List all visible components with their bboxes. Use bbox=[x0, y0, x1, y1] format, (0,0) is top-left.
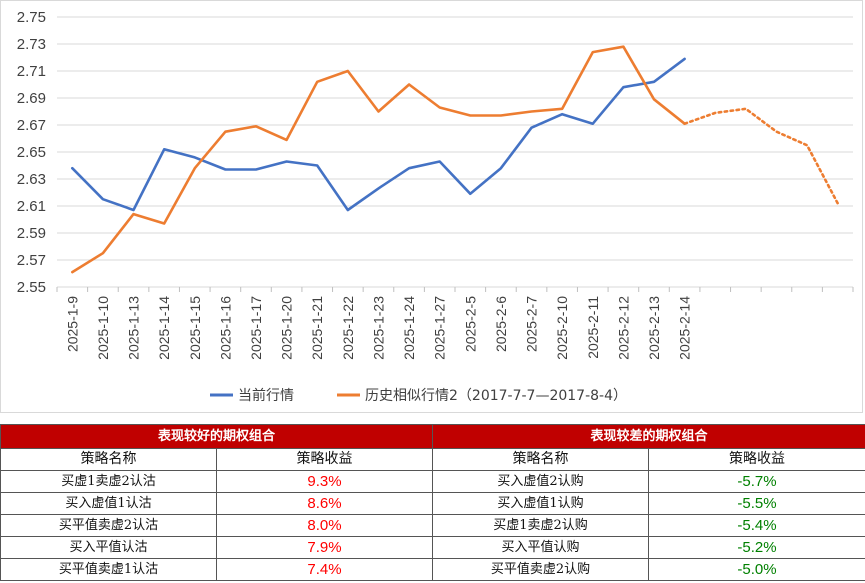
x-tick-label: 2025-1-17 bbox=[248, 296, 264, 360]
bad-strategy-return: -5.2% bbox=[648, 536, 865, 559]
y-tick-label: 2.57 bbox=[17, 252, 46, 269]
y-tick-label: 2.75 bbox=[17, 9, 46, 26]
x-tick-label: 2025-1-13 bbox=[126, 296, 142, 360]
y-tick-label: 2.73 bbox=[17, 36, 46, 53]
table-body: 买虚1卖虚2认沽 9.3% 买入虚值2认购 -5.7% 买入虚值1认沽 8.6% 买入虚值1… bbox=[0, 470, 865, 581]
table-row: 买入平值认沽 7.9% 买入平值认购 -5.2% bbox=[0, 536, 865, 559]
gridlines bbox=[56, 16, 854, 292]
x-tick-label: 2025-1-10 bbox=[95, 296, 111, 360]
series-line-current bbox=[71, 57, 686, 212]
bad-strategy-name: 买入虚值2认购 bbox=[432, 470, 650, 493]
bad-col-name-header: 策略名称 bbox=[432, 448, 650, 471]
x-tick-label: 2025-1-23 bbox=[370, 296, 386, 360]
bad-strategy-name: 买虚1卖虚2认购 bbox=[432, 514, 650, 537]
x-tick-label: 2025-2-14 bbox=[677, 296, 693, 360]
y-tick-label: 2.63 bbox=[17, 171, 46, 188]
table-row: 买入虚值1认沽 8.6% 买入虚值1认购 -5.5% bbox=[0, 492, 865, 515]
x-tick-label: 2025-2-13 bbox=[646, 296, 662, 360]
x-tick-label: 2025-1-27 bbox=[432, 296, 448, 360]
bad-strategy-return: -5.0% bbox=[648, 558, 865, 581]
y-tick-label: 2.55 bbox=[17, 279, 46, 296]
x-tick-label: 2025-2-10 bbox=[554, 296, 570, 360]
y-tick-label: 2.59 bbox=[17, 225, 46, 242]
bad-strategy-name: 买入平值认购 bbox=[432, 536, 650, 559]
series-line-historical bbox=[71, 45, 686, 274]
x-tick-label: 2025-2-5 bbox=[462, 296, 478, 352]
x-tick-label: 2025-1-20 bbox=[279, 296, 295, 360]
bad-col-return-header: 策略收益 bbox=[648, 448, 865, 471]
y-tick-label: 2.67 bbox=[17, 117, 46, 134]
bad-strategy-name: 买入虚值1认购 bbox=[432, 492, 650, 515]
good-strategy-name: 买入虚值1认沽 bbox=[0, 492, 217, 515]
bad-strategy-return: -5.7% bbox=[648, 470, 865, 493]
x-tick-label: 2025-1-9 bbox=[64, 296, 80, 352]
good-strategy-name: 买平值卖虚2认沽 bbox=[0, 514, 217, 537]
series-line-historical-projection bbox=[683, 107, 840, 205]
table-row: 买虚1卖虚2认沽 9.3% 买入虚值2认购 -5.7% bbox=[0, 470, 865, 493]
good-strategy-return: 8.6% bbox=[215, 492, 434, 515]
option-strategy-tables: 表现较好的期权组合 表现较差的期权组合 策略名称 策略收益 策略名称 策略收益 … bbox=[0, 424, 865, 583]
table-subheader-row: 策略名称 策略收益 策略名称 策略收益 bbox=[0, 448, 865, 471]
good-strategy-name: 买入平值认沽 bbox=[0, 536, 217, 559]
good-strategy-name: 买平值卖虚1认沽 bbox=[0, 558, 217, 581]
good-table-title: 表现较好的期权组合 bbox=[0, 424, 434, 449]
x-tick-label: 2025-2-6 bbox=[493, 296, 509, 352]
y-tick-label: 2.71 bbox=[17, 63, 46, 80]
chart-panel: 2.75 2.73 2.71 2.69 2.67 2.65 2.63 2.61 2.59 2.57… bbox=[0, 0, 863, 413]
table-row: 买平值卖虚2认沽 8.0% 买虚1卖虚2认购 -5.4% bbox=[0, 514, 865, 537]
series-lines bbox=[71, 45, 840, 274]
legend-label-current: 当前行情 bbox=[238, 387, 294, 404]
good-strategy-name: 买虚1卖虚2认沽 bbox=[0, 470, 217, 493]
x-tick-label: 2025-1-22 bbox=[340, 296, 356, 360]
strategy-table: 表现较好的期权组合 表现较差的期权组合 策略名称 策略收益 策略名称 策略收益 … bbox=[0, 424, 865, 581]
good-strategy-return: 8.0% bbox=[215, 514, 434, 537]
good-col-return-header: 策略收益 bbox=[215, 448, 434, 471]
good-col-name-header: 策略名称 bbox=[0, 448, 217, 471]
bad-table-title: 表现较差的期权组合 bbox=[432, 424, 865, 449]
x-tick-label: 2025-2-12 bbox=[615, 296, 631, 360]
y-tick-label: 2.61 bbox=[17, 198, 46, 215]
y-tick-label: 2.65 bbox=[17, 144, 46, 161]
bad-strategy-return: -5.4% bbox=[648, 514, 865, 537]
table-row: 买平值卖虚1认沽 7.4% 买平值卖虚2认购 -5.0% bbox=[0, 558, 865, 581]
x-tick-label: 2025-1-16 bbox=[217, 296, 233, 360]
x-tick-label: 2025-1-24 bbox=[401, 296, 417, 360]
good-strategy-return: 7.4% bbox=[215, 558, 434, 581]
bad-strategy-name: 买平值卖虚2认购 bbox=[432, 558, 650, 581]
x-axis-ticks: 2025-1-9 2025-1-10 2025-1-13 2025-1-14 2025-… bbox=[64, 296, 692, 360]
legend-label-historical: 历史相似行情2（2017-7-7—2017-8-4） bbox=[365, 388, 627, 404]
good-strategy-return: 7.9% bbox=[215, 536, 434, 559]
bad-strategy-return: -5.5% bbox=[648, 492, 865, 515]
line-chart: 2.75 2.73 2.71 2.69 2.67 2.65 2.63 2.61 2.59 2.57… bbox=[17, 9, 854, 404]
x-tick-label: 2025-2-7 bbox=[524, 296, 540, 352]
good-strategy-return: 9.3% bbox=[215, 470, 434, 493]
x-tick-label: 2025-1-21 bbox=[309, 296, 325, 360]
legend: 当前行情 历史相似行情2（2017-7-7—2017-8-4） bbox=[210, 387, 627, 404]
x-tick-label: 2025-1-15 bbox=[187, 296, 203, 360]
x-tick-label: 2025-1-14 bbox=[156, 296, 172, 360]
x-tick-label: 2025-2-11 bbox=[585, 296, 601, 359]
y-axis-ticks: 2.75 2.73 2.71 2.69 2.67 2.65 2.63 2.61 2.59 2.57… bbox=[17, 9, 46, 296]
y-tick-label: 2.69 bbox=[17, 90, 46, 107]
table-header-row: 表现较好的期权组合 表现较差的期权组合 bbox=[0, 424, 865, 449]
